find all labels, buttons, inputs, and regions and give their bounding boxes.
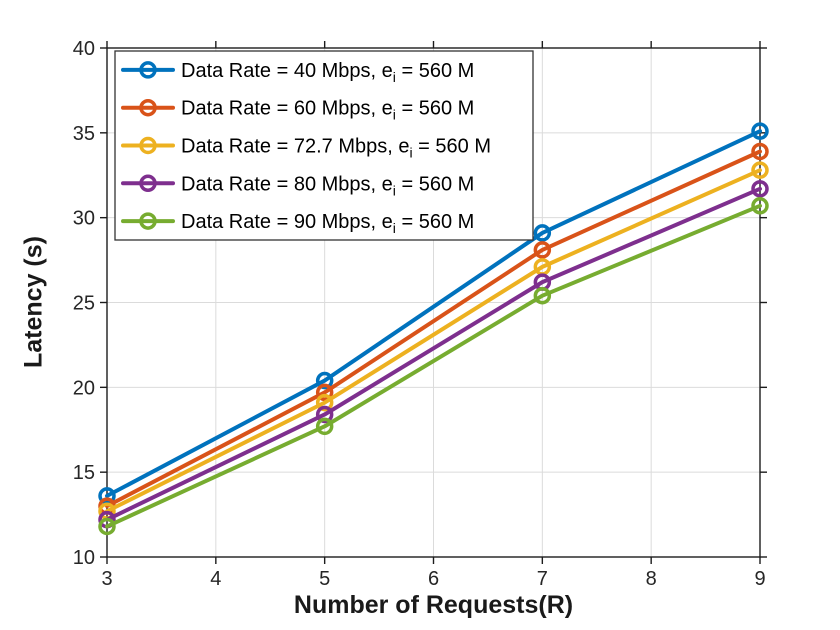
x-tick-label: 3	[101, 568, 112, 590]
legend-entry-data-rate-40-mbps: Data Rate = 40 Mbps, ei = 560 M	[121, 60, 474, 85]
series-line-data-rate-40-mbps	[105, 129, 762, 498]
series-marker-data-rate-60-mbps	[533, 241, 552, 259]
y-tick-label: 35	[73, 123, 95, 145]
x-tick-label: 7	[537, 568, 548, 590]
series-marker-data-rate-72.7-mbps	[751, 161, 769, 179]
series-line-data-rate-72.7-mbps	[105, 168, 762, 514]
series-data-rate-90-mbps	[98, 197, 769, 536]
series-line-data-rate-90-mbps	[105, 203, 762, 529]
legend-label: Data Rate = 80 Mbps, ei = 560 M	[181, 173, 474, 198]
series-marker-data-rate-90-mbps	[533, 286, 552, 305]
legend-entry-data-rate-72.7-mbps: Data Rate = 72.7 Mbps, ei = 560 M	[121, 136, 491, 161]
y-tick-label: 20	[73, 377, 95, 399]
legend: Data Rate = 40 Mbps, ei = 560 M Data Rate…	[114, 50, 534, 241]
x-tick-label: 9	[754, 568, 765, 590]
legend-marker-sample	[139, 61, 157, 79]
legend-entry-data-rate-60-mbps: Data Rate = 60 Mbps, ei = 560 M	[121, 98, 474, 123]
series-marker-data-rate-80-mbps	[315, 405, 334, 424]
y-tick-label: 30	[73, 208, 95, 230]
x-tick-label: 8	[646, 568, 657, 590]
tick-marks	[100, 41, 767, 564]
legend-box	[114, 50, 534, 241]
y-tick-label: 15	[73, 462, 95, 484]
series-marker-data-rate-40-mbps	[533, 224, 552, 242]
series-marker-data-rate-40-mbps	[751, 122, 769, 140]
legend-label: Data Rate = 40 Mbps, ei = 560 M	[181, 60, 474, 85]
legend-entry-data-rate-90-mbps: Data Rate = 90 Mbps, ei = 560 M	[121, 211, 474, 236]
y-tick-label: 40	[73, 38, 95, 60]
series-marker-data-rate-90-mbps	[315, 417, 334, 436]
legend-entry-data-rate-80-mbps: Data Rate = 80 Mbps, ei = 560 M	[121, 173, 474, 198]
series-marker-data-rate-60-mbps	[751, 142, 769, 161]
series-marker-data-rate-60-mbps	[315, 383, 334, 402]
series-marker-data-rate-90-mbps	[751, 197, 769, 215]
x-tick-label: 5	[319, 568, 330, 590]
y-axis-label: Latency (s)	[19, 236, 48, 368]
y-tick-label: 25	[73, 293, 95, 315]
series-marker-data-rate-72.7-mbps	[315, 393, 334, 412]
legend-marker-sample	[139, 98, 157, 117]
series-marker-data-rate-90-mbps	[98, 517, 116, 536]
series-marker-data-rate-80-mbps	[751, 180, 769, 198]
y-tick-label: 10	[73, 547, 95, 569]
legend-label: Data Rate = 60 Mbps, ei = 560 M	[181, 98, 474, 123]
series-line-data-rate-60-mbps	[105, 149, 762, 509]
x-tick-label: 4	[210, 568, 221, 590]
legend-label: Data Rate = 72.7 Mbps, ei = 560 M	[181, 136, 491, 161]
x-tick-label: 6	[428, 568, 439, 590]
legend-marker-sample	[139, 136, 157, 155]
series-marker-data-rate-40-mbps	[315, 371, 334, 390]
tick-labels: 3 4 5 6 7 8 9 10 15 20 25 30 35 40	[73, 38, 766, 590]
x-axis-label: Number of Requests(R)	[293, 591, 574, 619]
series-line-data-rate-80-mbps	[105, 186, 762, 522]
legend-marker-sample	[139, 212, 157, 230]
legend-marker-sample	[139, 174, 157, 193]
legend-label: Data Rate = 90 Mbps, ei = 560 M	[181, 211, 474, 236]
